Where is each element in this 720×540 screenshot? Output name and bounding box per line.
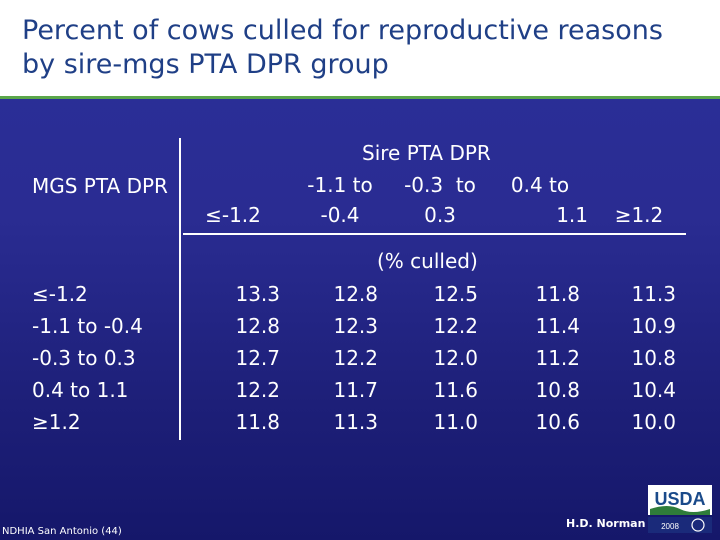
table-cell: 12.8 <box>235 314 280 338</box>
table-cell: 12.2 <box>333 346 378 370</box>
table-cell: 11.3 <box>333 410 378 434</box>
row-label-3: -0.3 to 0.3 <box>32 346 136 370</box>
column-group-header: Sire PTA DPR <box>362 141 491 165</box>
column-header-4-line-1: 0.4 to <box>510 173 570 197</box>
table-vertical-divider <box>179 138 181 440</box>
table-cell: 11.2 <box>535 346 580 370</box>
row-label-1: ≤-1.2 <box>32 282 88 306</box>
usda-logo-text: USDA <box>654 489 705 509</box>
row-header: MGS PTA DPR <box>32 174 168 198</box>
usda-logo: USDA 2008 <box>648 485 712 533</box>
table-cell: 11.3 <box>631 282 676 306</box>
row-label-2: -1.1 to -0.4 <box>32 314 143 338</box>
row-label-4: 0.4 to 1.1 <box>32 378 129 402</box>
column-header-3-line-2: 0.3 <box>424 203 456 227</box>
column-header-1: ≤-1.2 <box>196 200 270 230</box>
table-cell: 11.8 <box>235 410 280 434</box>
table-cell: 10.6 <box>535 410 580 434</box>
table-cell: 12.2 <box>235 378 280 402</box>
slide-title: Percent of cows culled for reproductive … <box>22 15 663 80</box>
table-cell: 10.0 <box>631 410 676 434</box>
table-cell: 11.7 <box>333 378 378 402</box>
units-label: (% culled) <box>377 249 478 273</box>
usda-logo-wave <box>650 506 710 515</box>
aipl-emblem-icon <box>691 518 705 532</box>
column-header-5-line: ≥1.2 <box>614 203 664 227</box>
table-cell: 10.8 <box>631 346 676 370</box>
column-header-2-line-2: -0.4 <box>320 203 360 227</box>
table-cell: 10.9 <box>631 314 676 338</box>
column-header-3-line-1: -0.3 to <box>404 173 476 197</box>
column-header-3: -0.3 to 0.3 <box>390 170 490 230</box>
table-cell: 12.7 <box>235 346 280 370</box>
usda-logo-year: 2008 <box>661 522 679 531</box>
table-cell: 11.0 <box>433 410 478 434</box>
column-header-2-line-1: -1.1 to <box>307 173 373 197</box>
table-cell: 12.3 <box>333 314 378 338</box>
column-header-4: 0.4 to 1.1 <box>492 170 588 230</box>
title-rule <box>0 96 720 99</box>
table-cell: 12.5 <box>433 282 478 306</box>
table-cell: 10.8 <box>535 378 580 402</box>
table-cell: 12.0 <box>433 346 478 370</box>
usda-logo-band <box>648 517 712 533</box>
table-horizontal-divider <box>183 233 686 235</box>
table-cell: 11.4 <box>535 314 580 338</box>
column-header-4-line-2: 1.1 <box>556 203 588 227</box>
row-label-5: ≥1.2 <box>32 410 81 434</box>
table-cell: 13.3 <box>235 282 280 306</box>
table-cell: 11.6 <box>433 378 478 402</box>
table-cell: 10.4 <box>631 378 676 402</box>
column-header-5: ≥1.2 <box>604 200 674 230</box>
table-cell: 12.2 <box>433 314 478 338</box>
table-cell: 11.8 <box>535 282 580 306</box>
column-header-2: -1.1 to -0.4 <box>290 170 390 230</box>
title-bar: Percent of cows culled for reproductive … <box>0 0 720 96</box>
footer-author: H.D. Norman <box>566 517 646 530</box>
table-cell: 12.8 <box>333 282 378 306</box>
column-header-1-line: ≤-1.2 <box>205 203 261 227</box>
footer-source: NDHIA San Antonio (44) <box>2 526 122 537</box>
